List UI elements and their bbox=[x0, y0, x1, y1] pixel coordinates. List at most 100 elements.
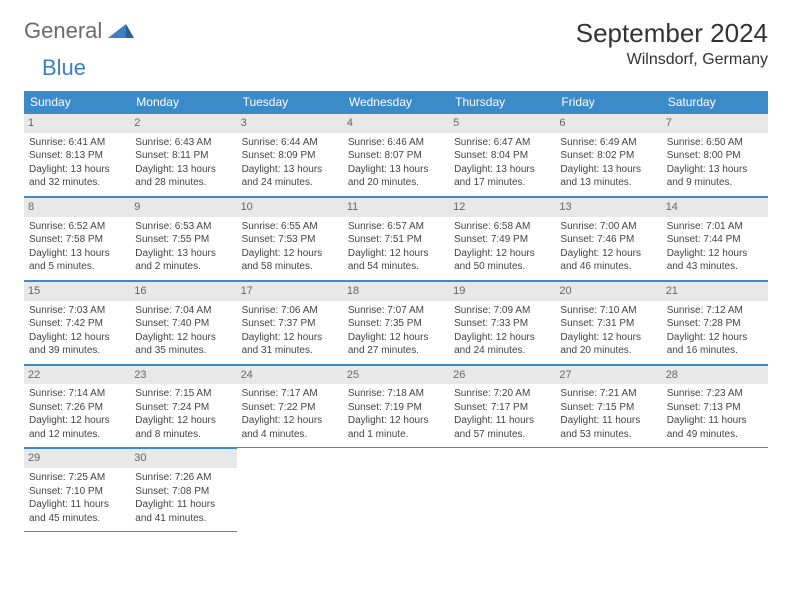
calendar-day-cell: 10Sunrise: 6:55 AMSunset: 7:53 PMDayligh… bbox=[237, 196, 343, 280]
daylight-text: Daylight: 11 hours and 45 minutes. bbox=[29, 498, 125, 525]
calendar-day-cell: 19Sunrise: 7:09 AMSunset: 7:33 PMDayligh… bbox=[449, 280, 555, 364]
calendar-day-cell bbox=[662, 448, 768, 532]
day-number: 5 bbox=[449, 113, 555, 133]
daylight-text: Daylight: 11 hours and 57 minutes. bbox=[454, 414, 550, 441]
calendar-day-cell: 6Sunrise: 6:49 AMSunset: 8:02 PMDaylight… bbox=[555, 113, 661, 196]
sunrise-text: Sunrise: 6:53 AM bbox=[135, 220, 231, 234]
sunrise-text: Sunrise: 7:00 AM bbox=[560, 220, 656, 234]
day-number: 16 bbox=[130, 281, 236, 301]
calendar-day-cell: 12Sunrise: 6:58 AMSunset: 7:49 PMDayligh… bbox=[449, 196, 555, 280]
daylight-text: Daylight: 12 hours and 54 minutes. bbox=[348, 247, 444, 274]
sunset-text: Sunset: 8:07 PM bbox=[348, 149, 444, 163]
weekday-header: Monday bbox=[130, 91, 236, 113]
calendar-week-row: 1Sunrise: 6:41 AMSunset: 8:13 PMDaylight… bbox=[24, 113, 768, 196]
day-number: 10 bbox=[237, 197, 343, 217]
day-number: 22 bbox=[24, 365, 130, 385]
calendar-day-cell: 18Sunrise: 7:07 AMSunset: 7:35 PMDayligh… bbox=[343, 280, 449, 364]
daylight-text: Daylight: 13 hours and 24 minutes. bbox=[242, 163, 338, 190]
daylight-text: Daylight: 11 hours and 49 minutes. bbox=[667, 414, 763, 441]
sunrise-text: Sunrise: 7:23 AM bbox=[667, 387, 763, 401]
calendar-day-cell: 26Sunrise: 7:20 AMSunset: 7:17 PMDayligh… bbox=[449, 364, 555, 448]
sunset-text: Sunset: 7:33 PM bbox=[454, 317, 550, 331]
logo-triangle-icon bbox=[108, 20, 134, 43]
title-block: September 2024 Wilnsdorf, Germany bbox=[576, 18, 768, 69]
sunset-text: Sunset: 7:15 PM bbox=[560, 401, 656, 415]
sunrise-text: Sunrise: 7:03 AM bbox=[29, 304, 125, 318]
daylight-text: Daylight: 13 hours and 9 minutes. bbox=[667, 163, 763, 190]
sunset-text: Sunset: 7:17 PM bbox=[454, 401, 550, 415]
calendar-day-cell: 8 Sunrise: 6:52 AMSunset: 7:58 PMDaylight… bbox=[24, 196, 130, 280]
daylight-text: Daylight: 12 hours and 31 minutes. bbox=[242, 331, 338, 358]
daylight-text: Daylight: 12 hours and 39 minutes. bbox=[29, 331, 125, 358]
calendar-table: Sunday Monday Tuesday Wednesday Thursday… bbox=[24, 91, 768, 532]
sunrise-text: Sunrise: 6:49 AM bbox=[560, 136, 656, 150]
daylight-text: Daylight: 12 hours and 27 minutes. bbox=[348, 331, 444, 358]
calendar-day-cell: 29Sunrise: 7:25 AMSunset: 7:10 PMDayligh… bbox=[24, 448, 130, 532]
daylight-text: Daylight: 12 hours and 20 minutes. bbox=[560, 331, 656, 358]
sunset-text: Sunset: 7:37 PM bbox=[242, 317, 338, 331]
sunrise-text: Sunrise: 7:01 AM bbox=[667, 220, 763, 234]
calendar-day-cell: 23Sunrise: 7:15 AMSunset: 7:24 PMDayligh… bbox=[130, 364, 236, 448]
calendar-day-cell: 30Sunrise: 7:26 AMSunset: 7:08 PMDayligh… bbox=[130, 448, 236, 532]
sunrise-text: Sunrise: 6:41 AM bbox=[29, 136, 125, 150]
calendar-day-cell bbox=[555, 448, 661, 532]
daylight-text: Daylight: 12 hours and 1 minute. bbox=[348, 414, 444, 441]
day-number: 30 bbox=[130, 448, 236, 468]
sunrise-text: Sunrise: 6:52 AM bbox=[29, 220, 125, 234]
daylight-text: Daylight: 13 hours and 2 minutes. bbox=[135, 247, 231, 274]
sunrise-text: Sunrise: 7:26 AM bbox=[135, 471, 231, 485]
daylight-text: Daylight: 12 hours and 43 minutes. bbox=[667, 247, 763, 274]
sunset-text: Sunset: 7:53 PM bbox=[242, 233, 338, 247]
daylight-text: Daylight: 13 hours and 28 minutes. bbox=[135, 163, 231, 190]
sunset-text: Sunset: 7:08 PM bbox=[135, 485, 231, 499]
sunset-text: Sunset: 7:40 PM bbox=[135, 317, 231, 331]
calendar-day-cell: 28Sunrise: 7:23 AMSunset: 7:13 PMDayligh… bbox=[662, 364, 768, 448]
day-number: 20 bbox=[555, 281, 661, 301]
calendar-day-cell: 9 Sunrise: 6:53 AMSunset: 7:55 PMDaylight… bbox=[130, 196, 236, 280]
sunset-text: Sunset: 7:35 PM bbox=[348, 317, 444, 331]
sunrise-text: Sunrise: 6:50 AM bbox=[667, 136, 763, 150]
calendar-day-cell: 17Sunrise: 7:06 AMSunset: 7:37 PMDayligh… bbox=[237, 280, 343, 364]
sunset-text: Sunset: 8:00 PM bbox=[667, 149, 763, 163]
day-number: 15 bbox=[24, 281, 130, 301]
sunrise-text: Sunrise: 7:06 AM bbox=[242, 304, 338, 318]
weekday-header: Thursday bbox=[449, 91, 555, 113]
sunrise-text: Sunrise: 7:18 AM bbox=[348, 387, 444, 401]
sunset-text: Sunset: 7:42 PM bbox=[29, 317, 125, 331]
weekday-header: Sunday bbox=[24, 91, 130, 113]
daylight-text: Daylight: 12 hours and 50 minutes. bbox=[454, 247, 550, 274]
calendar-day-cell: 22Sunrise: 7:14 AMSunset: 7:26 PMDayligh… bbox=[24, 364, 130, 448]
calendar-day-cell: 11Sunrise: 6:57 AMSunset: 7:51 PMDayligh… bbox=[343, 196, 449, 280]
sunrise-text: Sunrise: 7:15 AM bbox=[135, 387, 231, 401]
sunset-text: Sunset: 7:31 PM bbox=[560, 317, 656, 331]
sunrise-text: Sunrise: 6:44 AM bbox=[242, 136, 338, 150]
sunrise-text: Sunrise: 7:10 AM bbox=[560, 304, 656, 318]
day-number: 11 bbox=[343, 197, 449, 217]
calendar-week-row: 15Sunrise: 7:03 AMSunset: 7:42 PMDayligh… bbox=[24, 280, 768, 364]
day-number: 7 bbox=[662, 113, 768, 133]
daylight-text: Daylight: 12 hours and 4 minutes. bbox=[242, 414, 338, 441]
day-number: 8 bbox=[24, 197, 130, 217]
sunrise-text: Sunrise: 6:43 AM bbox=[135, 136, 231, 150]
day-number: 9 bbox=[130, 197, 236, 217]
sunset-text: Sunset: 7:55 PM bbox=[135, 233, 231, 247]
daylight-text: Daylight: 12 hours and 24 minutes. bbox=[454, 331, 550, 358]
sunrise-text: Sunrise: 7:17 AM bbox=[242, 387, 338, 401]
calendar-day-cell: 2Sunrise: 6:43 AMSunset: 8:11 PMDaylight… bbox=[130, 113, 236, 196]
day-number: 26 bbox=[449, 365, 555, 385]
day-number: 25 bbox=[343, 365, 449, 385]
month-title: September 2024 bbox=[576, 18, 768, 49]
sunset-text: Sunset: 8:04 PM bbox=[454, 149, 550, 163]
day-number: 3 bbox=[237, 113, 343, 133]
calendar-day-cell bbox=[449, 448, 555, 532]
day-number: 24 bbox=[237, 365, 343, 385]
sunset-text: Sunset: 7:49 PM bbox=[454, 233, 550, 247]
sunset-text: Sunset: 7:10 PM bbox=[29, 485, 125, 499]
calendar-day-cell: 14Sunrise: 7:01 AMSunset: 7:44 PMDayligh… bbox=[662, 196, 768, 280]
sunset-text: Sunset: 7:26 PM bbox=[29, 401, 125, 415]
sunset-text: Sunset: 7:13 PM bbox=[667, 401, 763, 415]
sunset-text: Sunset: 7:58 PM bbox=[29, 233, 125, 247]
daylight-text: Daylight: 13 hours and 13 minutes. bbox=[560, 163, 656, 190]
sunrise-text: Sunrise: 6:47 AM bbox=[454, 136, 550, 150]
daylight-text: Daylight: 13 hours and 5 minutes. bbox=[29, 247, 125, 274]
